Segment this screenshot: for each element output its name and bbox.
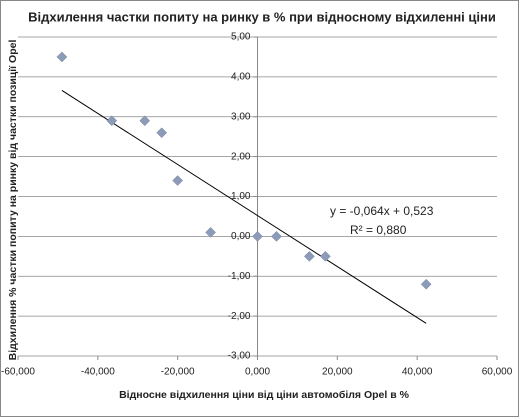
y-tick-label: -1,00: [228, 271, 251, 282]
x-tick-label: -40,000: [81, 367, 115, 378]
data-point: [252, 231, 263, 242]
data-point: [106, 115, 118, 127]
data-point: [304, 250, 315, 262]
chart-title: Відхилення частки попиту на ринку в % пр…: [28, 9, 496, 24]
x-tick-label: 60,000: [482, 367, 513, 378]
y-tick-label: 3,00: [231, 111, 251, 122]
x-tick-label: 0,000: [245, 367, 270, 378]
x-tick-label: 20,000: [322, 367, 353, 378]
data-point: [156, 127, 168, 139]
data-point: [205, 227, 216, 238]
trend-r2: R² = 0,880: [350, 223, 407, 237]
y-tick-label: -2,00: [228, 311, 251, 322]
y-tick-label: 5,00: [231, 32, 251, 43]
y-axis-title: Відхилення % частки попиту на ринку від …: [7, 40, 19, 361]
y-tick-label: 1,00: [231, 191, 251, 202]
data-point: [172, 175, 184, 186]
x-tick-label: 40,000: [402, 367, 433, 378]
data-point: [420, 278, 432, 290]
x-tick-label: -60,000: [1, 367, 35, 378]
data-point: [320, 250, 331, 262]
data-point: [139, 115, 151, 127]
x-axis-title: Відносне відхилення ціни від ціни автомо…: [119, 389, 410, 401]
data-point: [56, 51, 68, 63]
data-point: [271, 231, 282, 242]
trendline: [61, 90, 427, 324]
x-tick-label: -20,000: [161, 367, 195, 378]
y-tick-label: -3,00: [228, 351, 251, 362]
trend-equation: y = -0,064x + 0,523: [330, 204, 434, 218]
y-tick-label: 0,00: [231, 231, 251, 242]
y-tick-label: 4,00: [231, 72, 251, 83]
y-tick-label: 2,00: [231, 151, 251, 162]
